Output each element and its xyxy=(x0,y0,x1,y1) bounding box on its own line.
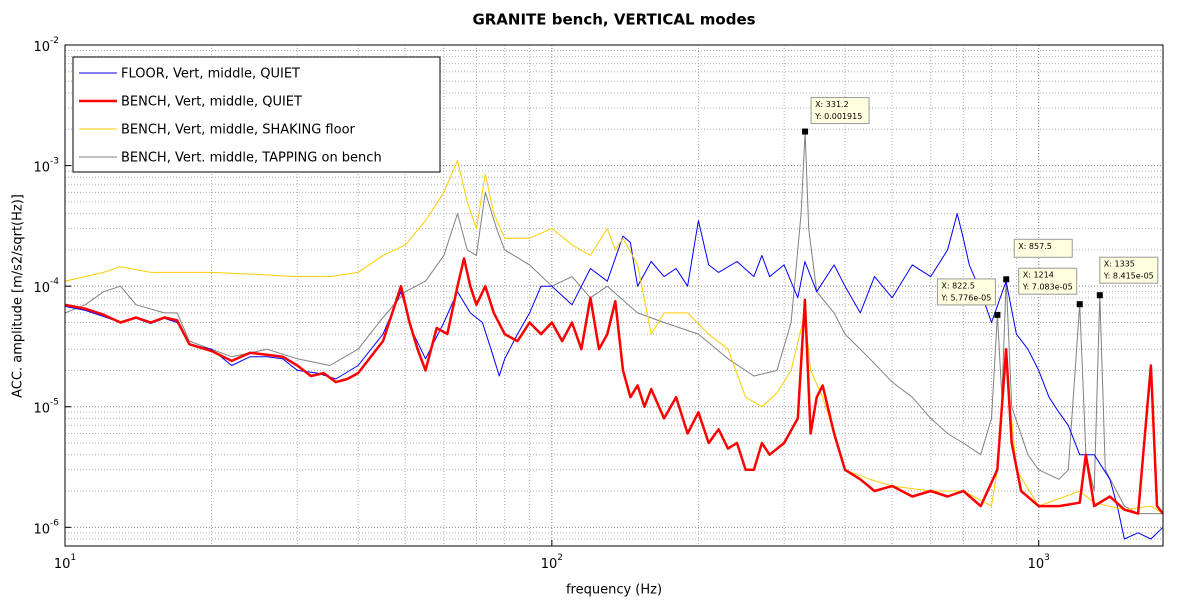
legend-label: FLOOR, Vert, middle, QUIET xyxy=(121,67,300,82)
data-tip-y: Y: 0.001915 xyxy=(814,112,862,121)
data-tip-marker xyxy=(802,128,809,135)
y-axis-label: ACC. amplitude [m/s2/sqrt(Hz)] xyxy=(11,194,26,398)
data-tip-box xyxy=(936,278,996,306)
y-tick-label: 10-4 xyxy=(33,277,59,296)
data-tip-x: X: 1214 xyxy=(1023,271,1054,280)
legend-box xyxy=(72,56,441,173)
data-tip-marker xyxy=(1096,292,1103,299)
data-tip-box xyxy=(810,97,870,125)
x-tick-label: 101 xyxy=(54,553,76,572)
data-tip-box xyxy=(1018,267,1078,295)
y-tick-label: 10-5 xyxy=(33,397,59,416)
data-tip-box xyxy=(1099,256,1159,284)
x-axis-label: frequency (Hz) xyxy=(566,583,662,598)
plot-frame xyxy=(64,44,1164,547)
y-tick-label: 10-2 xyxy=(33,36,59,55)
legend-label: BENCH, Vert, middle, QUIET xyxy=(121,95,302,110)
x-tick-label: 102 xyxy=(541,553,563,572)
data-tip-x: X: 1335 xyxy=(1104,260,1135,269)
series-line xyxy=(65,131,1163,515)
series-line xyxy=(65,257,1163,515)
data-tip-y: Y: 7.083e-05 xyxy=(1022,283,1073,292)
y-tick-label: 10-6 xyxy=(33,518,59,537)
data-tip-x: X: 822.5 xyxy=(941,281,975,290)
x-tick-label: 103 xyxy=(1028,553,1050,572)
legend-label: BENCH, Vert. middle, TAPPING on bench xyxy=(121,151,382,166)
chart-title: GRANITE bench, VERTICAL modes xyxy=(472,11,755,29)
data-tip-marker xyxy=(994,311,1001,318)
series-line xyxy=(65,213,1163,540)
data-tip-x: X: 857.5 xyxy=(1018,242,1052,251)
data-tip-x: X: 331.2 xyxy=(815,100,849,109)
data-tip-y: Y: 5.776e-05 xyxy=(940,293,991,302)
y-tick-label: 10-3 xyxy=(33,156,59,175)
series-line xyxy=(65,160,1163,515)
legend-label: BENCH, Vert, middle, SHAKING floor xyxy=(121,123,356,138)
data-tip-box xyxy=(1013,238,1073,258)
data-tip-marker xyxy=(1076,301,1083,308)
data-tip-marker xyxy=(1003,276,1010,283)
data-tip-y: Y: 8.415e-05 xyxy=(1103,272,1154,281)
